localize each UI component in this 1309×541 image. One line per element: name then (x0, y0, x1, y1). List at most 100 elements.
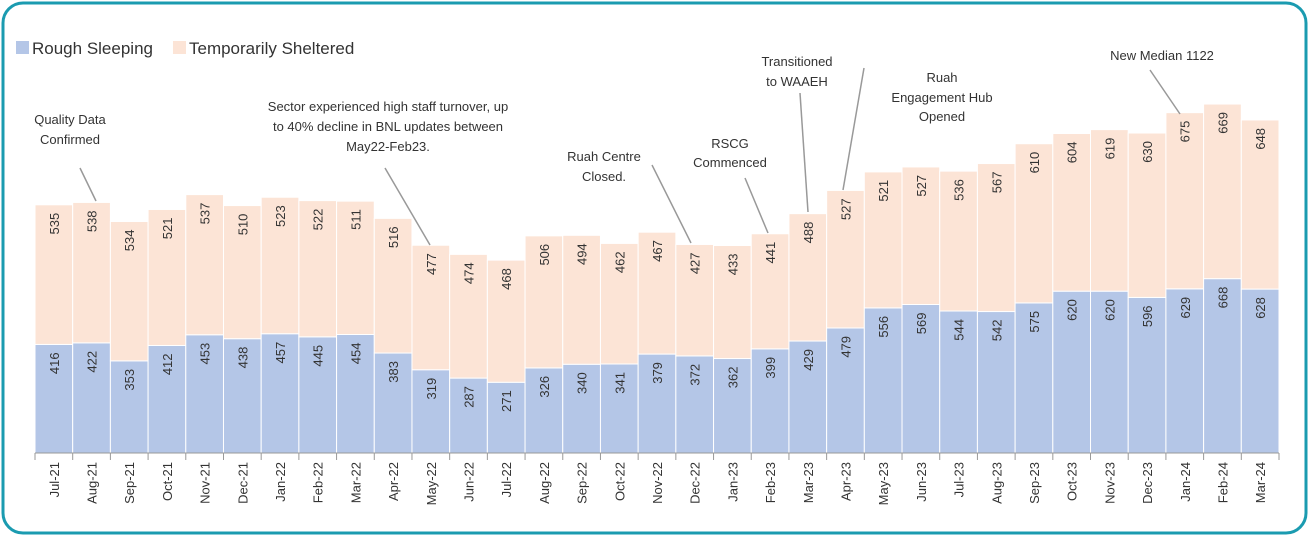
x-tick-label: Feb-22 (311, 462, 326, 503)
bar-segment (713, 245, 752, 360)
value-label: 454 (348, 343, 363, 365)
annotation: Confirmed (40, 132, 100, 147)
bar-segment (449, 377, 488, 454)
value-label: 604 (1065, 142, 1080, 164)
bar-segment (713, 358, 752, 454)
value-label: 523 (273, 205, 288, 227)
x-tick-label: Feb-24 (1215, 462, 1230, 503)
bar-segment (637, 231, 677, 355)
legend-label: Rough Sleeping (32, 39, 153, 58)
x-tick-label: Dec-21 (235, 462, 250, 504)
bar-segment (1165, 288, 1205, 454)
value-label: 506 (537, 244, 552, 266)
value-label: 468 (499, 268, 514, 290)
annotation: New Median 1122 (1110, 48, 1214, 63)
bar-segment (863, 307, 903, 454)
bar-segment (1165, 112, 1205, 290)
x-tick-label: Jul-21 (47, 462, 62, 497)
value-label: 536 (952, 179, 967, 201)
bar-segment (1014, 302, 1054, 454)
bar-segment (750, 233, 790, 350)
annotation: Opened (919, 109, 965, 124)
x-tick-label: Feb-23 (763, 462, 778, 503)
value-label: 353 (122, 369, 137, 391)
annotation: Transitioned (761, 54, 832, 69)
x-tick-label: Mar-22 (348, 462, 363, 503)
annotation: Ruah Centre (567, 149, 641, 164)
value-label: 341 (612, 372, 627, 394)
value-label: 534 (122, 229, 137, 251)
bar-segment (1240, 288, 1280, 454)
value-label: 422 (85, 351, 100, 373)
value-label: 527 (838, 198, 853, 220)
value-label: 510 (235, 214, 250, 236)
bar-segment (826, 327, 865, 454)
value-label: 399 (763, 357, 778, 379)
bar-segment (599, 363, 639, 454)
value-label: 494 (575, 243, 590, 265)
value-label: 522 (311, 209, 326, 231)
x-tick-label: Jun-23 (914, 462, 929, 502)
value-label: 575 (1027, 311, 1042, 333)
x-tick-label: Mar-24 (1253, 462, 1268, 503)
annotation: to WAAEH (766, 74, 828, 89)
x-tick-label: Nov-22 (650, 462, 665, 504)
value-label: 537 (198, 203, 213, 225)
value-label: 383 (386, 361, 401, 383)
x-tick-label: Jan-22 (273, 462, 288, 502)
annotation: RSCG (711, 136, 749, 151)
x-tick-label: Dec-22 (688, 462, 703, 504)
annotation: Engagement Hub (891, 90, 992, 105)
bar-segment (222, 338, 262, 454)
value-label: 516 (386, 226, 401, 248)
value-label: 630 (1140, 141, 1155, 163)
value-label: 441 (763, 242, 778, 264)
bar-segment (788, 340, 828, 454)
x-tick-label: Aug-21 (85, 462, 100, 504)
value-label: 610 (1027, 152, 1042, 174)
annotation: Closed. (582, 169, 626, 184)
annotation: Quality Data (34, 112, 106, 127)
annotation: Commenced (693, 155, 767, 170)
x-tick-label: Mar-23 (801, 462, 816, 503)
value-label: 457 (273, 342, 288, 364)
bar-segment (788, 213, 828, 342)
value-label: 668 (1215, 287, 1230, 309)
legend-swatch (16, 41, 29, 54)
bar-segment (449, 253, 488, 379)
x-tick-label: Apr-23 (838, 462, 853, 501)
bar-segment (1240, 119, 1280, 290)
leader-line (79, 167, 97, 202)
bar-segment (336, 200, 375, 336)
x-tick-label: Sep-21 (122, 462, 137, 504)
value-label: 628 (1253, 297, 1268, 319)
bar-segment (599, 242, 639, 365)
value-label: 427 (688, 252, 703, 274)
bar-segment (373, 217, 413, 354)
value-label: 538 (85, 210, 100, 232)
value-label: 372 (688, 364, 703, 386)
x-tick-label: Dec-23 (1140, 462, 1155, 504)
bar-segment (260, 196, 300, 335)
leader-line (651, 164, 692, 244)
value-label: 542 (989, 320, 1004, 342)
x-tick-label: Apr-22 (386, 462, 401, 501)
bar-segment (147, 208, 187, 346)
bar-segment (298, 200, 338, 338)
bar-segment (976, 311, 1016, 454)
bar-segment (411, 244, 451, 371)
bar-segment (1127, 132, 1167, 298)
value-label: 445 (311, 345, 326, 367)
annotation: Ruah (926, 70, 957, 85)
value-label: 326 (537, 376, 552, 398)
value-label: 521 (160, 217, 175, 239)
value-label: 544 (952, 319, 967, 341)
bar-segment (939, 310, 978, 454)
leader-line (842, 67, 865, 191)
value-label: 433 (725, 254, 740, 276)
value-label: 429 (801, 349, 816, 371)
bar-segment (939, 170, 978, 312)
value-label: 648 (1253, 128, 1268, 150)
value-label: 271 (499, 390, 514, 412)
x-tick-label: Oct-22 (612, 462, 627, 501)
